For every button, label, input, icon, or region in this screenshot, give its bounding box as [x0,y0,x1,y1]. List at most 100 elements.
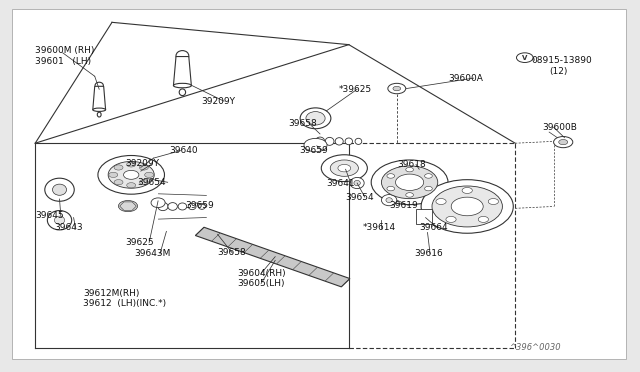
Text: 39616: 39616 [415,249,444,258]
Circle shape [424,186,432,191]
Text: 39618: 39618 [397,160,426,169]
Circle shape [451,197,483,216]
Ellipse shape [386,198,392,202]
Circle shape [516,53,533,62]
Text: 39604(RH): 39604(RH) [237,269,285,278]
Text: 08915-13890: 08915-13890 [531,56,592,65]
Circle shape [424,174,432,178]
Text: *39614: *39614 [362,223,396,232]
Circle shape [108,161,154,188]
Circle shape [446,217,456,222]
Circle shape [488,199,499,205]
Text: 39659: 39659 [186,201,214,210]
Circle shape [321,155,367,182]
Ellipse shape [300,108,331,129]
Text: 39605(LH): 39605(LH) [237,279,284,288]
Circle shape [140,165,148,170]
Circle shape [145,172,154,177]
Text: ^396^0030: ^396^0030 [509,343,561,352]
Text: 39643: 39643 [54,223,83,232]
Text: 39612M(RH): 39612M(RH) [83,289,140,298]
Circle shape [406,167,413,172]
Polygon shape [195,227,350,287]
Ellipse shape [54,216,65,224]
Text: 39600M (RH): 39600M (RH) [35,46,95,55]
Ellipse shape [325,137,334,145]
Polygon shape [93,86,106,110]
Circle shape [388,83,406,94]
Ellipse shape [179,89,186,96]
Text: 39601   (LH): 39601 (LH) [35,57,92,66]
Ellipse shape [97,112,101,117]
Circle shape [436,199,446,205]
Text: 39600B: 39600B [543,123,577,132]
Circle shape [387,186,395,191]
Circle shape [421,180,513,233]
Polygon shape [173,57,191,86]
Circle shape [118,201,138,212]
Circle shape [114,165,123,170]
Ellipse shape [93,108,106,112]
Text: 39659: 39659 [300,146,328,155]
Text: 39612  (LH)(INC.*): 39612 (LH)(INC.*) [83,299,166,308]
Text: (12): (12) [549,67,568,76]
Circle shape [371,160,448,205]
Text: 39209Y: 39209Y [125,159,159,168]
Circle shape [432,186,502,227]
Bar [416,209,432,224]
Ellipse shape [306,112,325,125]
Ellipse shape [350,177,364,189]
Text: 39654: 39654 [346,193,374,202]
Text: 39625: 39625 [125,238,154,247]
Text: 39641: 39641 [326,179,355,187]
Circle shape [98,155,164,194]
Ellipse shape [316,137,324,146]
Text: V: V [522,55,527,61]
Polygon shape [12,9,626,359]
Text: 39658: 39658 [218,248,246,257]
Text: 39619: 39619 [389,201,418,210]
Text: 39600A: 39600A [448,74,483,83]
Ellipse shape [345,138,353,145]
Circle shape [109,172,118,177]
Circle shape [406,193,413,197]
Ellipse shape [355,138,362,144]
Ellipse shape [198,203,205,209]
Circle shape [330,160,358,176]
Circle shape [381,166,438,199]
Ellipse shape [176,51,189,61]
Ellipse shape [335,138,343,145]
Circle shape [478,217,488,222]
Circle shape [554,137,573,148]
Circle shape [124,170,139,179]
Text: 39640: 39640 [170,146,198,155]
Ellipse shape [52,184,67,195]
Ellipse shape [95,82,104,89]
Circle shape [338,164,351,172]
Circle shape [393,86,401,91]
Circle shape [127,162,136,167]
Text: 39654: 39654 [138,178,166,187]
Ellipse shape [168,203,177,210]
Ellipse shape [157,202,168,211]
Ellipse shape [45,178,74,201]
Ellipse shape [178,203,187,210]
Circle shape [114,180,123,185]
Circle shape [396,174,424,190]
Ellipse shape [173,83,191,88]
Ellipse shape [47,211,72,230]
Circle shape [127,183,136,188]
Text: 39209Y: 39209Y [202,97,236,106]
Text: 39643M: 39643M [134,249,171,258]
Text: *39625: *39625 [339,85,372,94]
Ellipse shape [354,180,360,186]
Ellipse shape [381,195,397,206]
Circle shape [387,174,395,178]
Text: 39658: 39658 [288,119,317,128]
Polygon shape [120,202,136,210]
Circle shape [559,140,568,145]
Circle shape [140,180,148,185]
Ellipse shape [188,203,196,210]
Text: 39645: 39645 [35,211,64,220]
Ellipse shape [151,198,165,208]
